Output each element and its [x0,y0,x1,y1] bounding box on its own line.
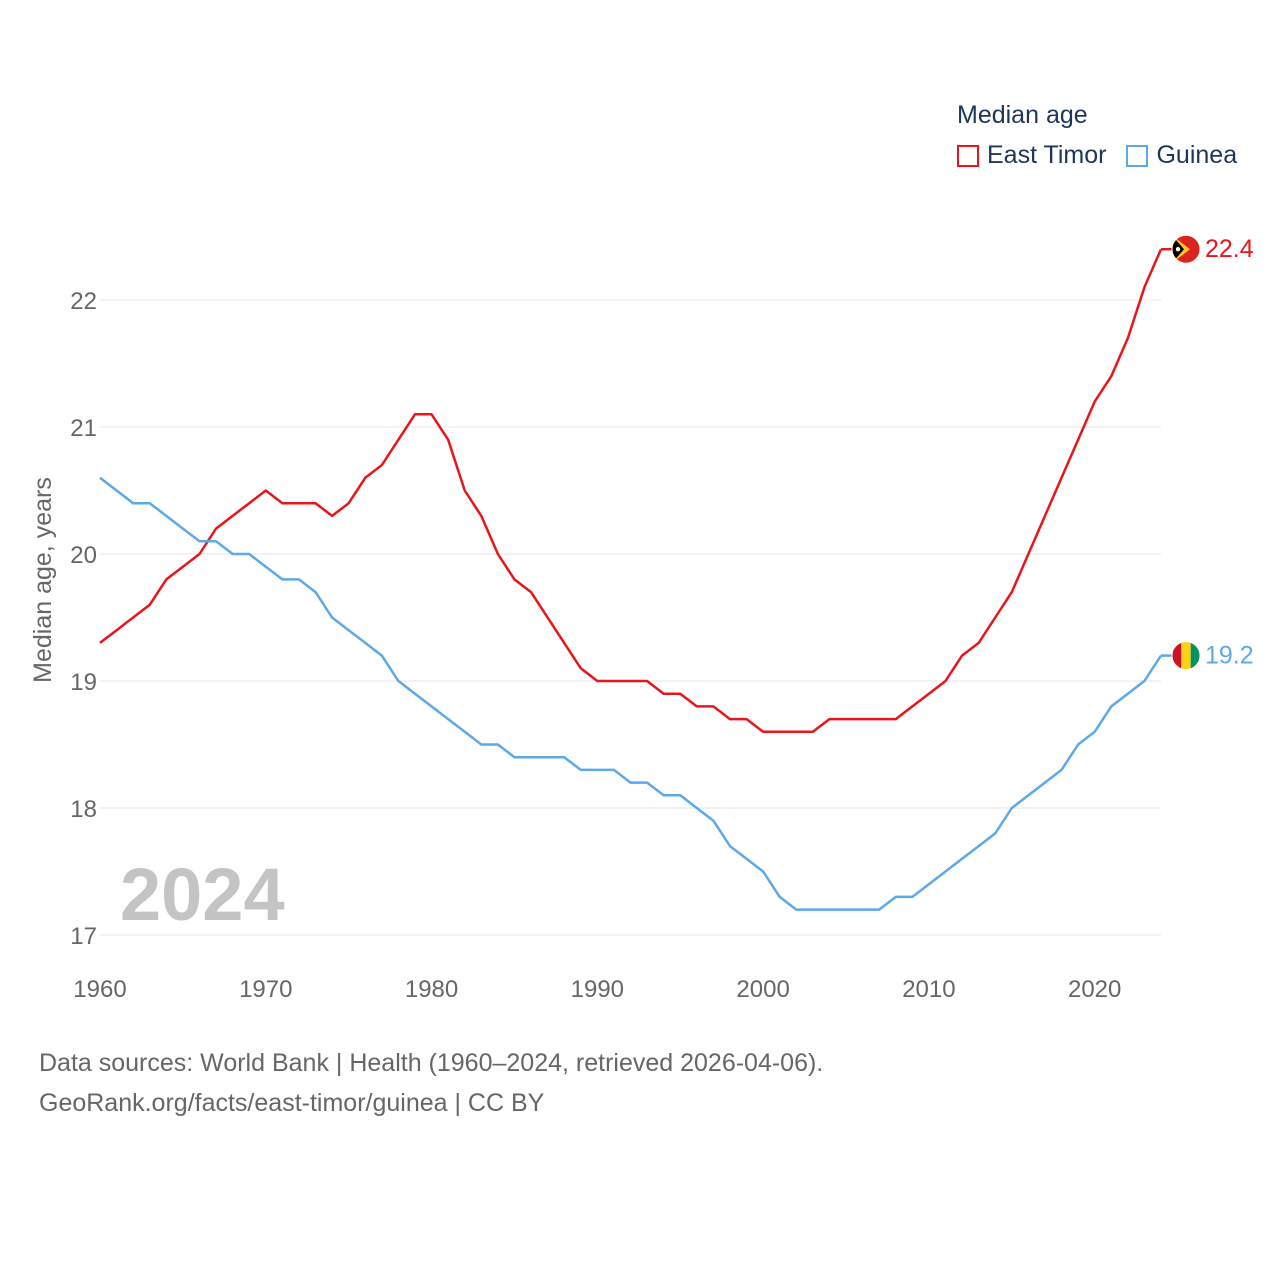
y-tick-label: 19 [70,669,97,696]
y-tick-label: 17 [70,923,97,950]
legend-label-guinea: Guinea [1156,141,1238,169]
y-tick-label: 20 [70,542,97,569]
series-lines [99,248,1163,911]
x-tick-label: 2000 [736,976,789,1003]
x-tick-label: 2010 [902,976,955,1003]
year-overlay: 2024 [120,853,285,936]
series-endpoints: 22.4 19.2 [1161,234,1254,671]
series-line-east-timor[interactable] [99,248,1163,734]
y-axis-ticks: 17 18 19 20 21 22 [70,288,97,950]
end-value-label-guinea: 19.2 [1205,642,1254,670]
end-value-label-east-timor: 22.4 [1205,235,1254,263]
flag-east-timor-icon [1171,234,1201,264]
legend-swatch-guinea [1126,144,1149,167]
x-tick-label: 1990 [571,976,624,1003]
x-tick-label: 1970 [239,976,292,1003]
legend-label-east-timor: East Timor [987,141,1107,169]
y-tick-label: 22 [70,288,97,315]
gridlines [100,299,1161,936]
x-tick-label: 1960 [73,976,126,1003]
x-tick-label: 2020 [1068,976,1121,1003]
legend-item-guinea[interactable]: Guinea [1126,141,1237,170]
flag-guinea-icon [1171,641,1201,671]
series-line-guinea[interactable] [99,476,1163,911]
legend: Median age East Timor Guinea [957,100,1257,170]
y-tick-label: 21 [70,415,97,442]
source-line-2[interactable]: GeoRank.org/facts/east-timor/guinea | CC… [39,1089,545,1117]
source-line-1: Data sources: World Bank | Health (1960–… [39,1049,824,1077]
y-tick-label: 18 [70,796,97,823]
x-tick-label: 1980 [405,976,458,1003]
x-axis-ticks: 1960 1970 1980 1990 2000 2010 2020 [73,976,1121,1003]
legend-title: Median age [957,101,1088,129]
legend-swatch-east-timor [957,144,979,167]
legend-item-east-timor[interactable]: East Timor [957,141,1106,170]
data-source-note: Data sources: World Bank | Health (1960–… [39,1043,823,1123]
y-axis-label: Median age, years [29,477,57,683]
